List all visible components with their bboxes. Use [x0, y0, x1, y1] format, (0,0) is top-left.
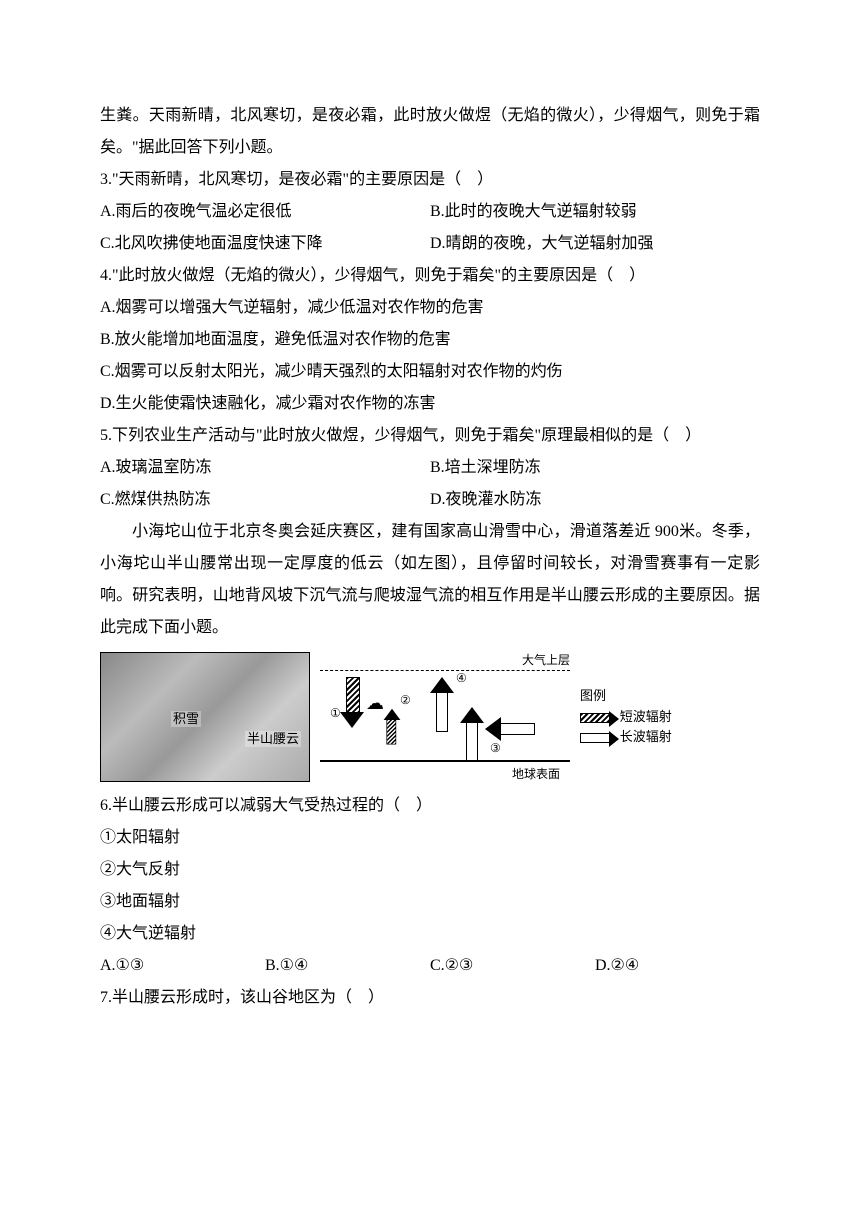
num-4: ④ — [456, 672, 467, 684]
white-arrow-icon — [580, 733, 610, 743]
q3-row2: C.北风吹拂使地面温度快速下降 D.晴朗的夜晚，大气逆辐射加强 — [100, 228, 760, 260]
passage2: 小海坨山位于北京冬奥会延庆赛区，建有国家高山滑雪中心，滑道落差近 900米。冬季… — [100, 516, 760, 644]
q6-c: C.②③ — [430, 950, 595, 982]
q6-options: A.①③ B.①④ C.②③ D.②④ — [100, 950, 760, 982]
q3-d: D.晴朗的夜晚，大气逆辐射加强 — [430, 228, 760, 260]
arrow-2-shortwave-reflect-icon — [384, 710, 401, 745]
legend-shortwave: 短波辐射 — [580, 707, 700, 728]
q6-i4: ④大气逆辐射 — [100, 918, 760, 950]
cloud-icon: ☁ — [366, 694, 384, 712]
q6-i2: ②大气反射 — [100, 854, 760, 886]
snow-label: 积雪 — [171, 711, 201, 727]
q4-b: B.放火能增加地面温度，避免低温对农作物的危害 — [100, 324, 760, 356]
num-2: ② — [400, 694, 411, 706]
legend: 图例 短波辐射 长波辐射 — [580, 686, 700, 748]
arrow-4-longwave-up-icon — [430, 677, 454, 732]
q5-row1: A.玻璃温室防冻 B.培土深埋防冻 — [100, 452, 760, 484]
q5-a: A.玻璃温室防冻 — [100, 452, 430, 484]
q6-stem: 6.半山腰云形成可以减弱大气受热过程的（ ） — [100, 790, 760, 822]
q7-stem: 7.半山腰云形成时，该山谷地区为（ ） — [100, 982, 760, 1014]
arrow-1-shortwave-down-icon — [340, 677, 364, 727]
q4-d: D.生火能使霜快速融化，减少霜对农作物的冻害 — [100, 388, 760, 420]
q5-b: B.培土深埋防冻 — [430, 452, 760, 484]
q6-a: A.①③ — [100, 950, 265, 982]
striped-arrow-icon — [580, 713, 610, 723]
num-3: ③ — [490, 742, 501, 754]
q5-d: D.夜晚灌水防冻 — [430, 484, 760, 516]
q4-stem: 4."此时放火做煜（无焰的微火），少得烟气，则免于霜矣"的主要原因是（ ） — [100, 260, 760, 292]
ground-line — [320, 760, 570, 762]
ground-label: 地球表面 — [512, 768, 560, 780]
intro-text: 生粪。天雨新晴，北风寒切，是夜必霜，此时放火做煜（无焰的微火），少得烟气，则免于… — [100, 100, 760, 164]
q3-c: C.北风吹拂使地面温度快速下降 — [100, 228, 430, 260]
q3-row1: A.雨后的夜晚气温必定很低 B.此时的夜晚大气逆辐射较弱 — [100, 196, 760, 228]
q3-a: A.雨后的夜晚气温必定很低 — [100, 196, 430, 228]
q4-c: C.烟雾可以反射太阳光，减少晴天强烈的太阳辐射对农作物的灼伤 — [100, 356, 760, 388]
legend-longwave: 长波辐射 — [580, 727, 700, 748]
upper-label: 大气上层 — [522, 654, 570, 666]
q5-stem: 5.下列农业生产活动与"此时放火做煜，少得烟气，则免于霜矣"原理最相似的是（ ） — [100, 420, 760, 452]
upper-atmosphere-line — [320, 670, 570, 671]
q3-b: B.此时的夜晚大气逆辐射较弱 — [430, 196, 760, 228]
diagram-row: 积雪 半山腰云 大气上层 ① ☁ ② ④ ③ 地球表面 图例 短波辐射 长波辐射 — [100, 652, 760, 782]
arrow-3-longwave-left-icon — [485, 717, 535, 741]
q6-d: D.②④ — [595, 950, 760, 982]
radiation-schematic: 大气上层 ① ☁ ② ④ ③ 地球表面 — [320, 652, 570, 782]
q5-c: C.燃煤供热防冻 — [100, 484, 430, 516]
q3-stem: 3."天雨新晴，北风寒切，是夜必霜"的主要原因是（ ） — [100, 164, 760, 196]
q5-row2: C.燃煤供热防冻 D.夜晚灌水防冻 — [100, 484, 760, 516]
q6-i1: ①太阳辐射 — [100, 822, 760, 854]
page-content: 生粪。天雨新晴，北风寒切，是夜必霜，此时放火做煜（无焰的微火），少得烟气，则免于… — [100, 100, 760, 1014]
mountain-photo: 积雪 半山腰云 — [100, 652, 310, 782]
arrow-longwave-up2-icon — [460, 707, 484, 762]
q6-i3: ③地面辐射 — [100, 886, 760, 918]
q6-b: B.①④ — [265, 950, 430, 982]
num-1: ① — [330, 707, 341, 719]
legend-title: 图例 — [580, 686, 700, 707]
q4-a: A.烟雾可以增强大气逆辐射，减少低温对农作物的危害 — [100, 292, 760, 324]
cloud-label: 半山腰云 — [245, 731, 301, 747]
